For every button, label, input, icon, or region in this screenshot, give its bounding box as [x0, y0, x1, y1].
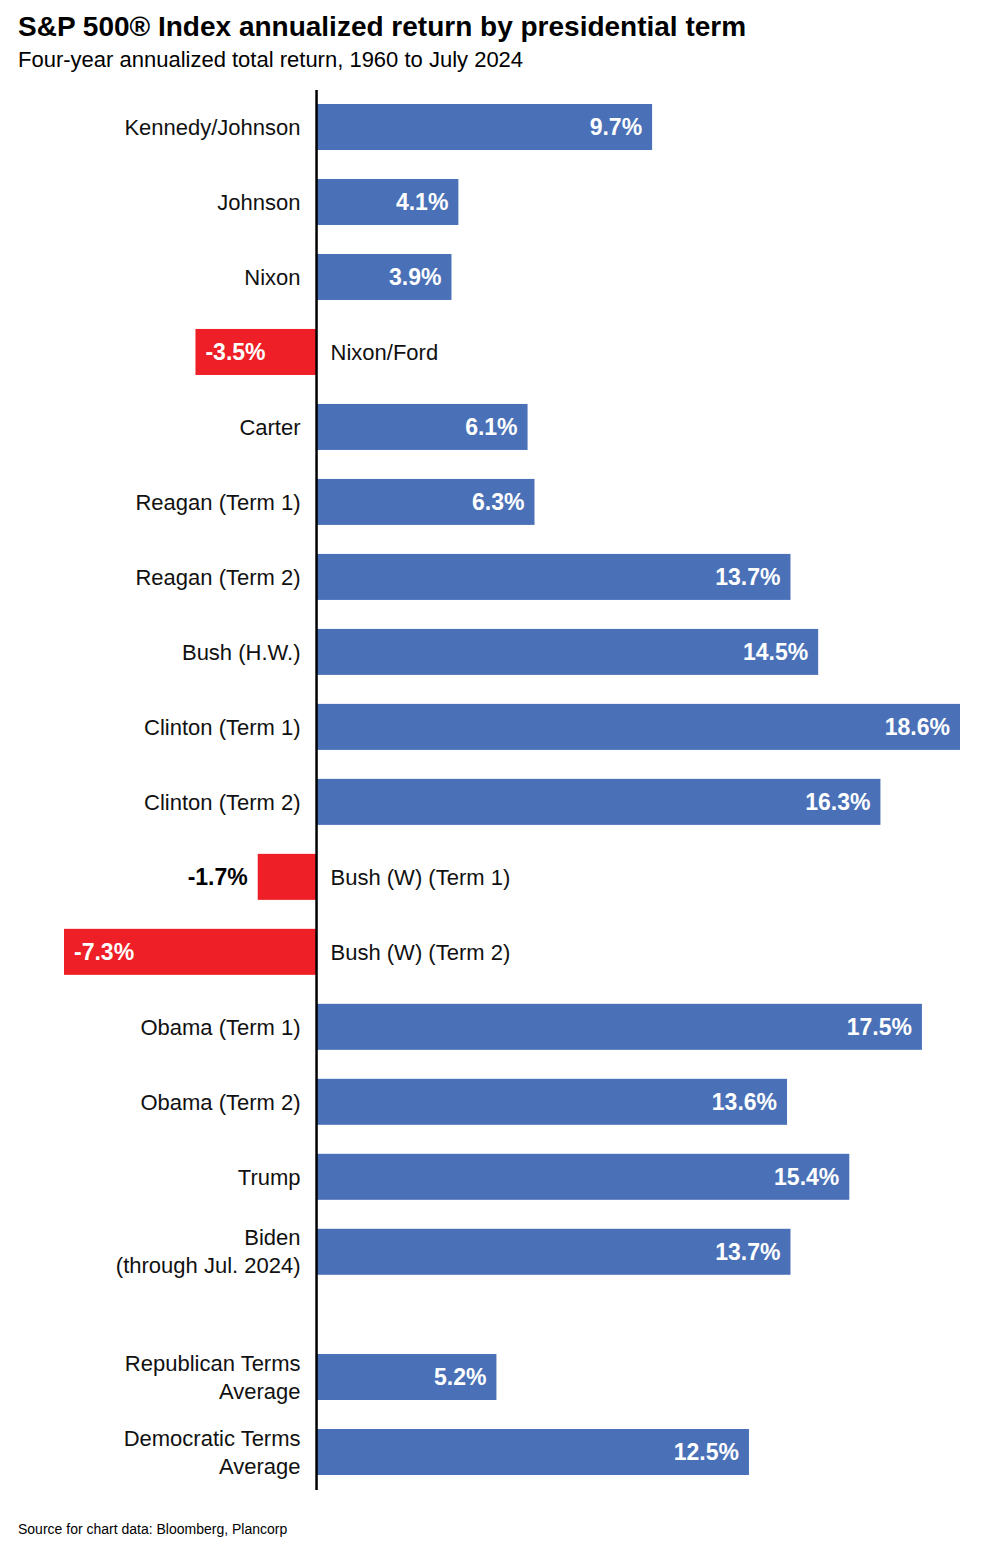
axis-line [315, 90, 318, 1490]
category-label: Nixon/Ford [331, 340, 439, 365]
category-label-line: Carter [239, 415, 300, 440]
data-label: 4.1% [396, 189, 448, 215]
bar [317, 104, 653, 150]
category-label-line: Republican Terms [125, 1351, 301, 1376]
bar [317, 554, 791, 600]
bar [317, 629, 819, 675]
category-label: Clinton (Term 1) [144, 715, 300, 740]
category-label: Bush (W) (Term 1) [331, 865, 511, 890]
bar [64, 929, 317, 975]
bar [317, 254, 452, 300]
category-label-line: Trump [238, 1165, 301, 1190]
category-label-line: (through Jul. 2024) [116, 1253, 301, 1278]
category-label: Reagan (Term 1) [135, 490, 300, 515]
category-label-line: Bush (H.W.) [182, 640, 301, 665]
data-label: 18.6% [885, 714, 950, 740]
data-label: 5.2% [434, 1364, 486, 1390]
category-label-line: Reagan (Term 2) [135, 565, 300, 590]
data-label: 12.5% [674, 1439, 739, 1465]
data-label: 6.1% [465, 414, 517, 440]
category-label: Democratic Terms Average [124, 1426, 301, 1479]
category-label-line: Clinton (Term 1) [144, 715, 300, 740]
category-label-line: Obama (Term 2) [140, 1090, 300, 1115]
category-label-line: Average [219, 1379, 301, 1404]
category-label-line: Kennedy/Johnson [124, 115, 300, 140]
data-label: 16.3% [805, 789, 870, 815]
category-label: Bush (H.W.) [182, 640, 301, 665]
category-label: Republican Terms Average [125, 1351, 301, 1404]
chart: S&P 500® Index annualized return by pres… [0, 0, 1000, 1556]
source-note: Source for chart data: Bloomberg, Planco… [18, 1521, 287, 1537]
bar [317, 779, 881, 825]
bar [317, 179, 459, 225]
category-label-line: Clinton (Term 2) [144, 790, 300, 815]
category-label: Obama (Term 1) [140, 1015, 300, 1040]
data-label: -3.5% [205, 339, 265, 365]
data-label: 13.7% [715, 1239, 780, 1265]
data-label: -7.3% [74, 939, 134, 965]
bar [317, 1079, 787, 1125]
bar [317, 1429, 749, 1475]
category-label: Carter [239, 415, 300, 440]
category-label-line: Biden [244, 1225, 300, 1250]
data-label: -1.7% [188, 864, 248, 890]
data-label: 6.3% [472, 489, 524, 515]
bar [195, 329, 316, 375]
data-label: 13.7% [715, 564, 780, 590]
bar [317, 479, 535, 525]
bar [317, 1154, 850, 1200]
bar [317, 1229, 791, 1275]
category-label: Obama (Term 2) [140, 1090, 300, 1115]
category-label-line: Average [219, 1454, 301, 1479]
category-label: Bush (W) (Term 2) [331, 940, 511, 965]
data-label: 15.4% [774, 1164, 839, 1190]
bar [317, 404, 528, 450]
bar [317, 1004, 922, 1050]
category-label-line: Reagan (Term 1) [135, 490, 300, 515]
bar [317, 704, 960, 750]
subtitle: Four-year annualized total return, 1960 … [18, 47, 523, 72]
labels: 9.7% 4.1% 3.9% -3.5% 6.1% 6.3% 13.7% 14.5% 18.6%… [74, 114, 950, 1479]
data-label: 9.7% [590, 114, 642, 140]
data-label: 3.9% [389, 264, 441, 290]
bar [317, 1354, 497, 1400]
category-label: Clinton (Term 2) [144, 790, 300, 815]
category-label: Nixon [244, 265, 300, 290]
category-label-line: Nixon/Ford [331, 340, 439, 365]
category-label-line: Bush (W) (Term 2) [331, 940, 511, 965]
bar [258, 854, 317, 900]
category-label: Kennedy/Johnson [124, 115, 300, 140]
category-label: Biden (through Jul. 2024) [116, 1225, 301, 1278]
data-label: 14.5% [743, 639, 808, 665]
category-label: Johnson [217, 190, 300, 215]
category-label: Reagan (Term 2) [135, 565, 300, 590]
category-label-line: Bush (W) (Term 1) [331, 865, 511, 890]
data-label: 13.6% [712, 1089, 777, 1115]
title: S&P 500® Index annualized return by pres… [18, 11, 746, 42]
category-label-line: Obama (Term 1) [140, 1015, 300, 1040]
bars [64, 104, 960, 1475]
category-label-line: Nixon [244, 265, 300, 290]
category-label-line: Johnson [217, 190, 300, 215]
category-label-line: Democratic Terms [124, 1426, 301, 1451]
category-label: Trump [238, 1165, 301, 1190]
data-label: 17.5% [847, 1014, 912, 1040]
